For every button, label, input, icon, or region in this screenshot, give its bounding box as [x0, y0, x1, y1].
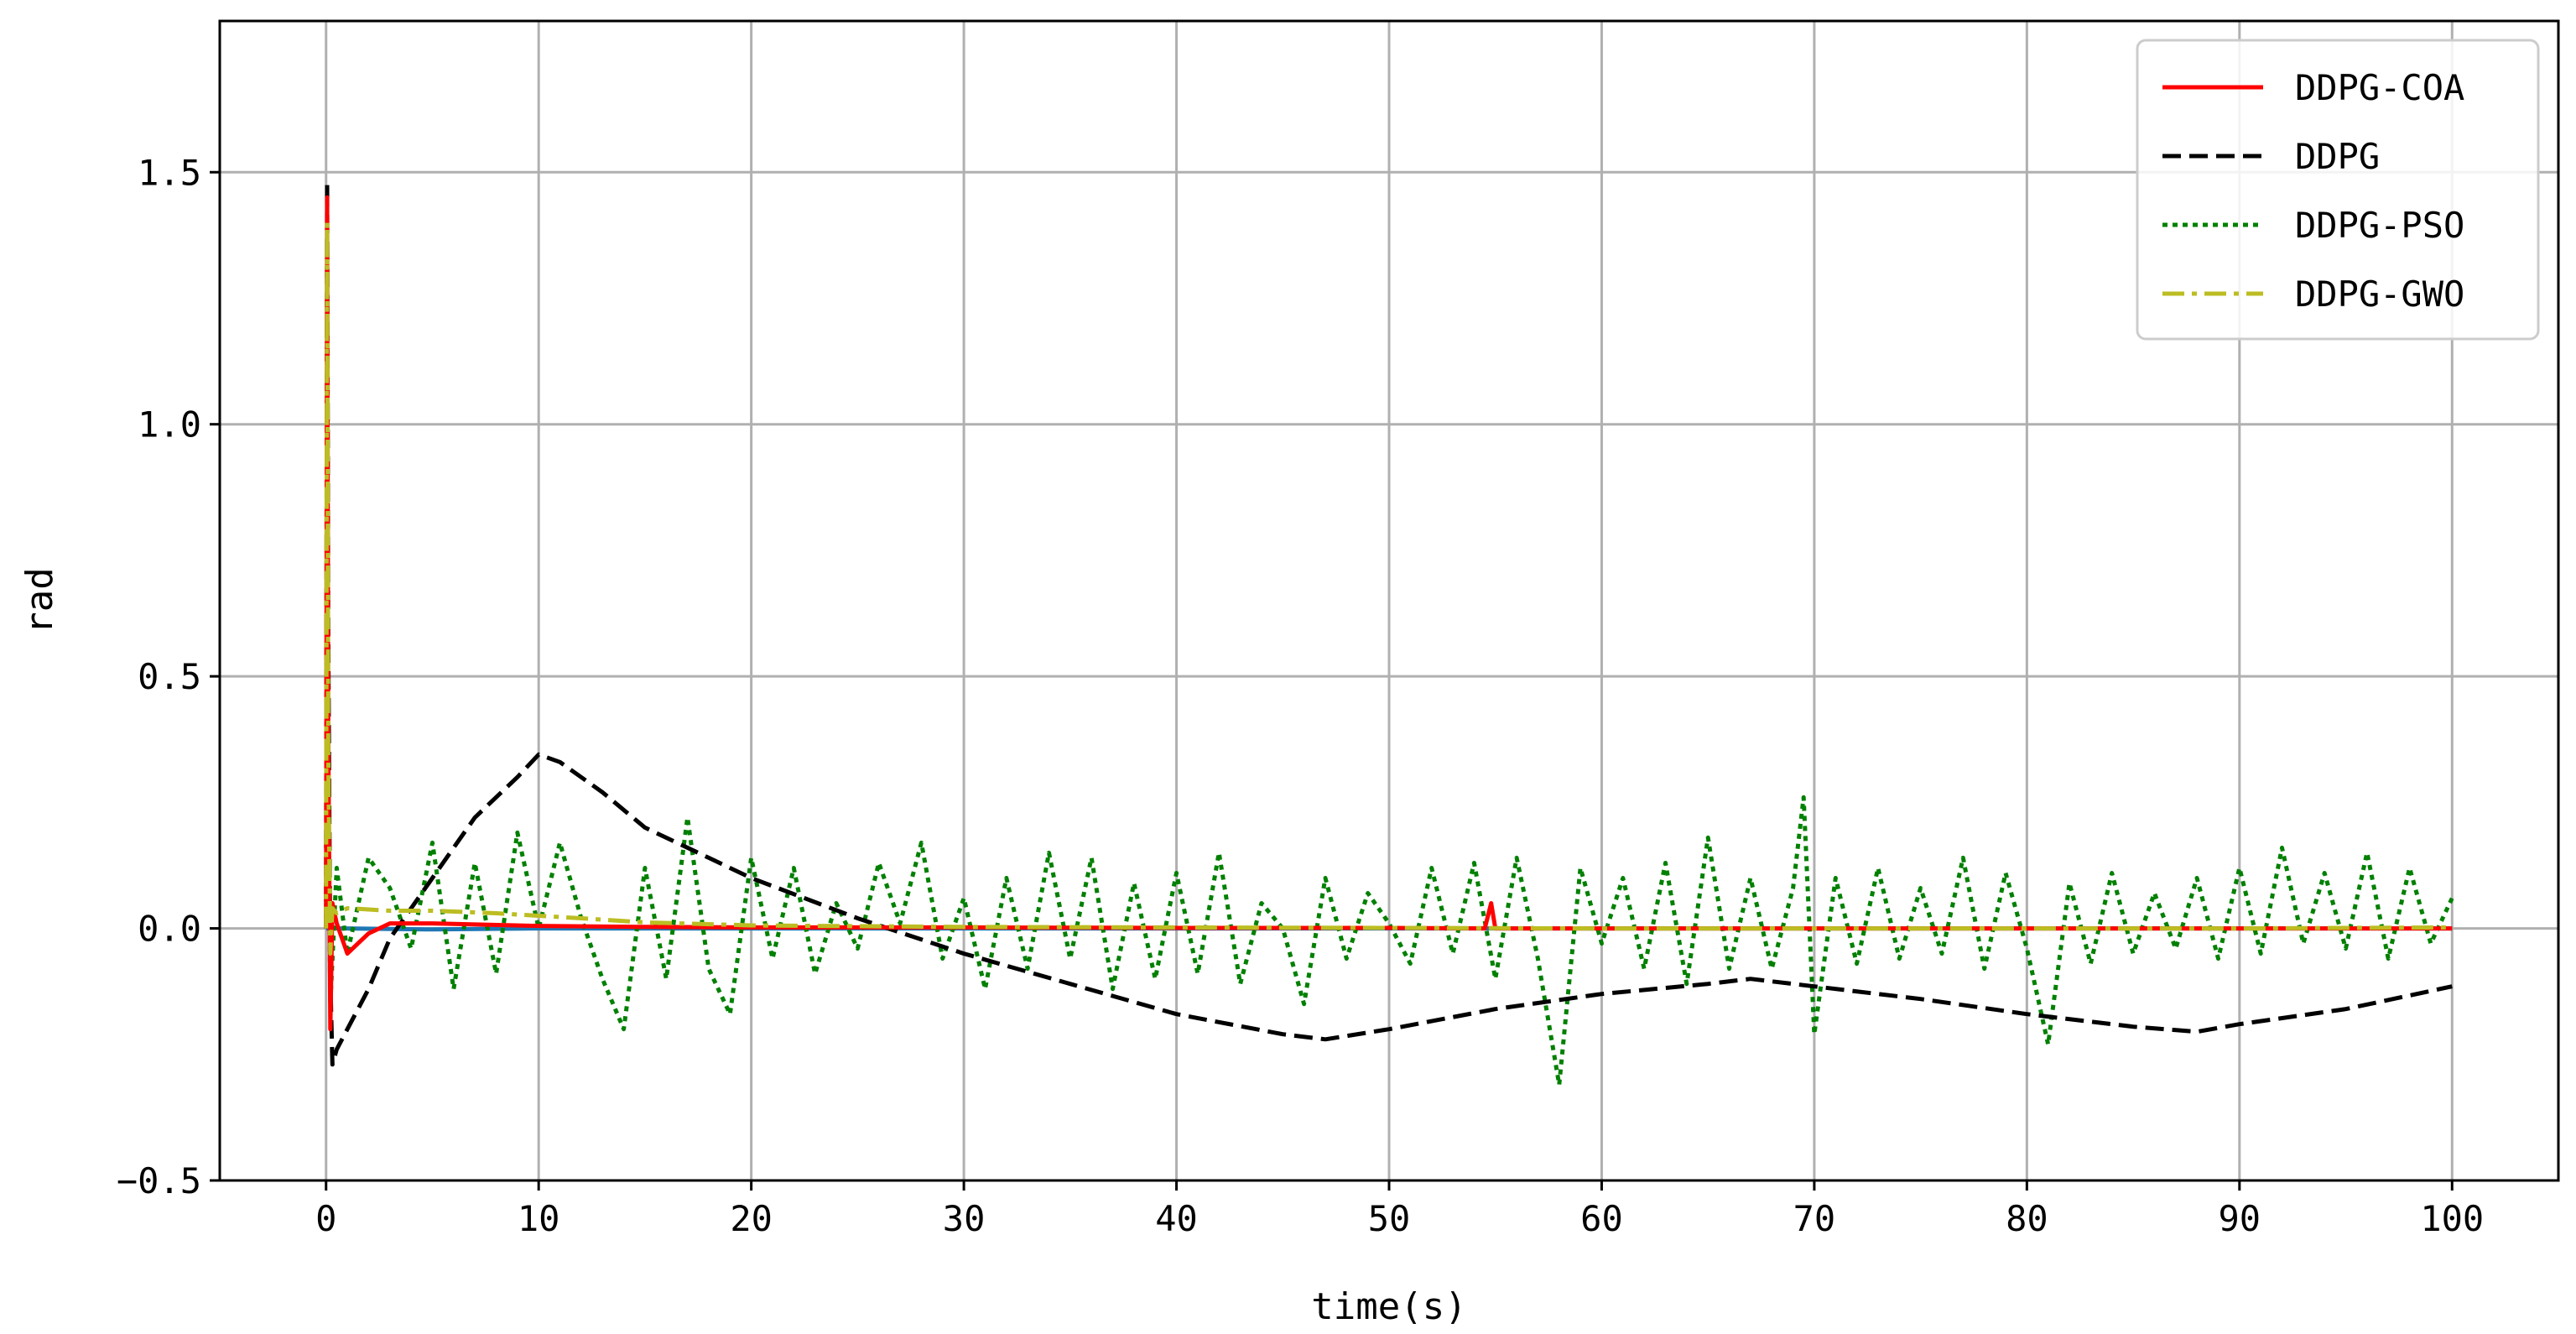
x-tick-label: 80: [2006, 1198, 2048, 1239]
x-tick-label: 30: [943, 1198, 986, 1239]
x-tick-label: 50: [1368, 1198, 1411, 1239]
x-tick-label: 40: [1155, 1198, 1198, 1239]
series-line-ddpg-pso: [324, 321, 2454, 1087]
plot-area: [324, 180, 2454, 1087]
x-tick-label: 90: [2219, 1198, 2261, 1239]
x-axis-ticks: 0 10 20 30 40 50 60 70 80 90 100: [315, 1180, 2484, 1239]
legend-label: DDPG-PSO: [2295, 205, 2464, 246]
y-tick-label: 1.0: [138, 404, 201, 446]
y-axis-ticks: −0.5 0.0 0.5 1.0 1.5: [117, 152, 220, 1201]
legend-label: DDPG-COA: [2295, 67, 2464, 108]
legend-label: DDPG-GWO: [2295, 274, 2464, 315]
x-tick-label: 100: [2420, 1198, 2484, 1239]
y-tick-label: 0.5: [138, 656, 201, 697]
x-tick-label: 60: [1580, 1198, 1623, 1239]
legend: DDPG-COA DDPG DDPG-PSO DDPG-GWO: [2136, 39, 2540, 341]
y-tick-label: 0.0: [138, 909, 201, 950]
x-tick-label: 20: [730, 1198, 773, 1239]
y-axis-label: rad: [18, 567, 61, 633]
y-tick-label: 1.5: [138, 152, 201, 193]
x-tick-label: 0: [315, 1198, 336, 1239]
x-axis-label: time(s): [1311, 1285, 1466, 1328]
legend-label: DDPG: [2295, 136, 2380, 177]
x-tick-label: 10: [518, 1198, 560, 1239]
series-layer: [324, 180, 2454, 1087]
legend-box: [2136, 39, 2540, 341]
x-tick-label: 70: [1793, 1198, 1836, 1239]
series-line-ddpg-gwo: [324, 220, 2453, 956]
y-tick-label: −0.5: [117, 1160, 201, 1201]
